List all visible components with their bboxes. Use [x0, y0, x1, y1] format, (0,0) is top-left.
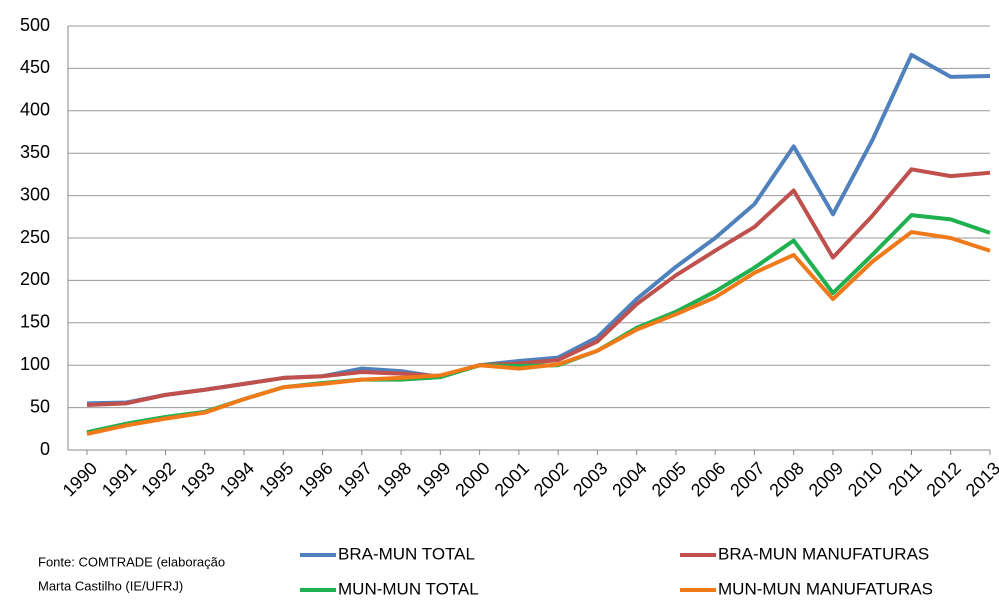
y-tick-label: 150 [20, 312, 50, 332]
x-tick-label: 2001 [491, 458, 533, 500]
series-line [86, 52, 991, 406]
legend-label: BRA-MUN TOTAL [338, 544, 475, 563]
x-tick-label: 2002 [530, 458, 572, 500]
y-tick-label: 350 [20, 142, 50, 162]
x-tick-label: 2007 [726, 458, 768, 500]
x-tick-label: 2011 [884, 458, 926, 500]
x-tick-label: 2012 [922, 458, 964, 500]
x-tick-label: 1997 [334, 458, 376, 500]
x-tick-label: 2005 [648, 458, 690, 500]
x-tick-label: 1998 [373, 458, 415, 500]
x-tick-label: 2006 [687, 458, 729, 500]
source-line: Fonte: COMTRADE (elaboração [38, 554, 225, 569]
x-tick-label: 2010 [844, 458, 886, 500]
x-tick-label: 2004 [608, 458, 650, 500]
x-tick-label: 1992 [137, 458, 179, 500]
source-line: Marta Castilho (IE/UFRJ) [38, 578, 183, 593]
x-tick-label: 2000 [451, 458, 493, 500]
y-tick-label: 400 [20, 100, 50, 120]
y-tick-label: 300 [20, 184, 50, 204]
series-line [86, 167, 991, 408]
series-line [86, 213, 991, 435]
x-tick-label: 2013 [962, 458, 999, 500]
y-tick-label: 50 [30, 396, 50, 416]
x-tick-label: 2008 [765, 458, 807, 500]
x-tick-label: 1991 [98, 458, 140, 500]
x-tick-label: 1995 [255, 458, 297, 500]
y-tick-label: 250 [20, 227, 50, 247]
x-tick-label: 1993 [177, 458, 219, 500]
series-line [86, 230, 991, 436]
x-tick-label: 2009 [805, 458, 847, 500]
y-tick-label: 100 [20, 354, 50, 374]
x-tick-label: 2003 [569, 458, 611, 500]
legend-label: MUN-MUN MANUFATURAS [718, 579, 933, 598]
y-tick-label: 500 [20, 15, 50, 35]
x-tick-label: 1999 [412, 458, 454, 500]
y-tick-label: 200 [20, 269, 50, 289]
x-tick-label: 1994 [216, 458, 258, 500]
y-tick-label: 0 [40, 439, 50, 459]
y-tick-label: 450 [20, 57, 50, 77]
x-tick-label: 1996 [294, 458, 336, 500]
legend-label: BRA-MUN MANUFATURAS [718, 544, 929, 563]
legend-label: MUN-MUN TOTAL [338, 579, 479, 598]
x-tick-label: 1990 [59, 458, 101, 500]
